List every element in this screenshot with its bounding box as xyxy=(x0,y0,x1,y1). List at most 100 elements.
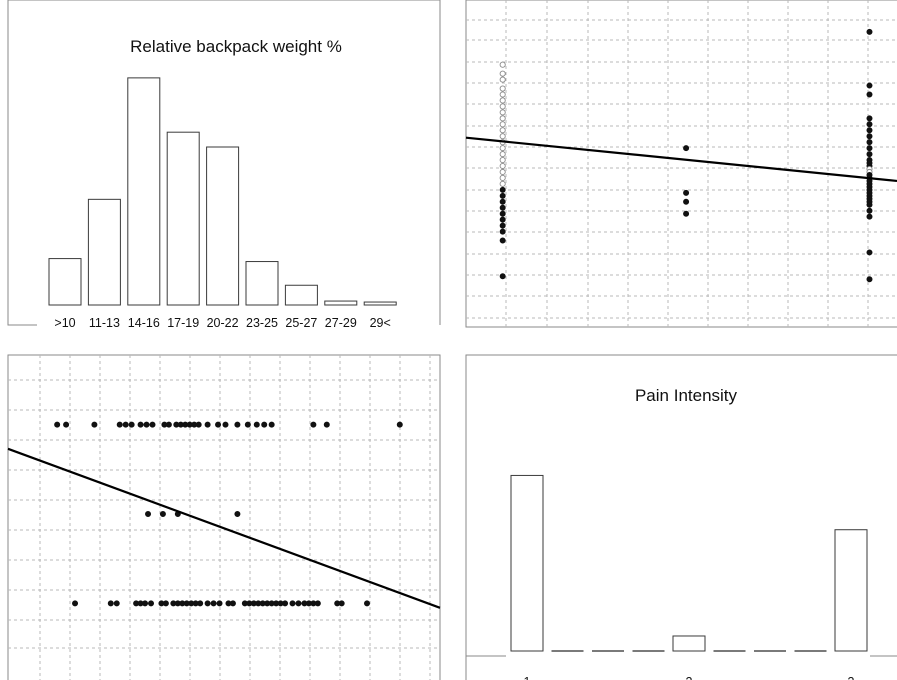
scatter-point xyxy=(499,85,506,92)
scatter-point xyxy=(143,421,150,428)
scatter-point xyxy=(216,600,223,607)
scatter-point xyxy=(159,510,166,517)
scatter-point xyxy=(499,174,506,181)
backpack-bar xyxy=(363,301,397,306)
backpack-bar xyxy=(324,300,358,306)
scatter-point xyxy=(210,600,217,607)
backpack-bar xyxy=(284,284,318,306)
scatter-point xyxy=(499,192,506,199)
scatter-point xyxy=(499,127,506,134)
pain-tick-label: 3 xyxy=(848,675,855,680)
scatter-point xyxy=(866,139,873,146)
backpack-tick-label: 11-13 xyxy=(89,316,120,330)
backpack-chart-title: Relative backpack weight % xyxy=(130,37,342,56)
scatter-point xyxy=(499,76,506,83)
scatter-point xyxy=(204,421,211,428)
scatter-point xyxy=(499,151,506,158)
scatter-point xyxy=(323,421,330,428)
scatter-top-right-points xyxy=(499,28,873,283)
scatter-point xyxy=(499,180,506,187)
scatter-point xyxy=(338,600,345,607)
backpack-tick-label: >10 xyxy=(54,316,75,330)
scatter-point xyxy=(499,273,506,280)
scatter-point xyxy=(499,168,506,176)
backpack-tick-label: 14-16 xyxy=(128,316,160,330)
scatter-point xyxy=(499,237,506,244)
scatter-point xyxy=(866,82,873,89)
scatter-point xyxy=(499,162,506,170)
scatter-point xyxy=(54,421,61,428)
scatter-point xyxy=(204,600,211,607)
scatter-point xyxy=(499,145,506,152)
scatter-point xyxy=(499,157,506,164)
pain-intensity-title: Pain Intensity xyxy=(635,386,738,405)
backpack-tick-label: 25-27 xyxy=(285,316,317,330)
backpack-bar xyxy=(127,77,161,306)
scatter-point xyxy=(148,600,155,607)
panel-pain-intensity: Pain Intensity 1 2 3 xyxy=(465,354,897,680)
pain-bar xyxy=(672,635,706,652)
pain-bar xyxy=(834,529,868,652)
scatter-bottom-left-points xyxy=(54,421,403,607)
scatter-point xyxy=(222,421,229,428)
scatter-point xyxy=(295,600,302,607)
pain-intensity-tick-labels: 1 2 3 xyxy=(524,675,855,680)
panel-scatter-bottom-left xyxy=(7,354,441,680)
scatter-point xyxy=(499,109,506,116)
scatter-point xyxy=(866,127,873,134)
backpack-bar xyxy=(206,146,240,306)
scatter-point xyxy=(310,421,317,428)
scatter-point xyxy=(314,600,321,607)
scatter-point xyxy=(866,121,873,128)
scatter-point xyxy=(683,198,690,205)
scatter-point xyxy=(396,421,403,428)
scatter-point xyxy=(499,103,506,110)
pain-tick-label: 2 xyxy=(686,675,693,680)
scatter-point xyxy=(866,249,873,256)
scatter-point xyxy=(195,421,202,428)
scatter-point xyxy=(866,213,873,220)
backpack-tick-label: 20-22 xyxy=(207,316,239,330)
scatter-point xyxy=(197,600,204,607)
scatter-point xyxy=(499,91,506,98)
scatter-point xyxy=(499,204,506,211)
scatter-point xyxy=(268,421,275,428)
scatter-point xyxy=(116,421,123,428)
scatter-point xyxy=(499,133,506,140)
backpack-bar xyxy=(245,261,279,306)
panel-scatter-top-right xyxy=(465,0,897,328)
scatter-point xyxy=(234,510,241,517)
scatter-point xyxy=(107,600,114,607)
panel-backpack-frame xyxy=(7,0,37,326)
scatter-point xyxy=(499,70,506,77)
scatter-bottom-left-trend-line xyxy=(7,447,441,609)
scatter-point xyxy=(122,421,129,428)
scatter-point xyxy=(145,510,152,517)
panel-backpack-weight: Relative backpack weight % >10 11-13 14-16… xyxy=(7,0,441,330)
scatter-point xyxy=(137,421,144,428)
backpack-tick-label: 23-25 xyxy=(246,316,278,330)
scatter-point xyxy=(91,421,98,428)
scatter-point xyxy=(128,421,135,428)
scatter-point xyxy=(683,210,690,217)
scatter-point xyxy=(289,600,296,607)
backpack-tick-label: 29< xyxy=(370,316,391,330)
scatter-point xyxy=(63,421,70,428)
scatter-point xyxy=(683,189,690,196)
scatter-top-right-frame xyxy=(465,0,897,328)
scatter-point xyxy=(499,61,506,68)
scatter-point xyxy=(72,600,79,607)
scatter-point xyxy=(149,421,156,428)
backpack-bars xyxy=(48,77,397,306)
scatter-point xyxy=(229,600,236,607)
scatter-point xyxy=(866,207,873,214)
backpack-bar xyxy=(166,131,200,306)
scatter-point xyxy=(162,600,169,607)
scatter-point xyxy=(499,210,506,217)
scatter-point xyxy=(142,600,149,607)
scatter-point xyxy=(866,145,873,152)
scatter-point xyxy=(364,600,371,607)
scatter-point xyxy=(261,421,268,428)
scatter-point xyxy=(234,421,241,428)
pain-intensity-frame xyxy=(465,354,897,680)
